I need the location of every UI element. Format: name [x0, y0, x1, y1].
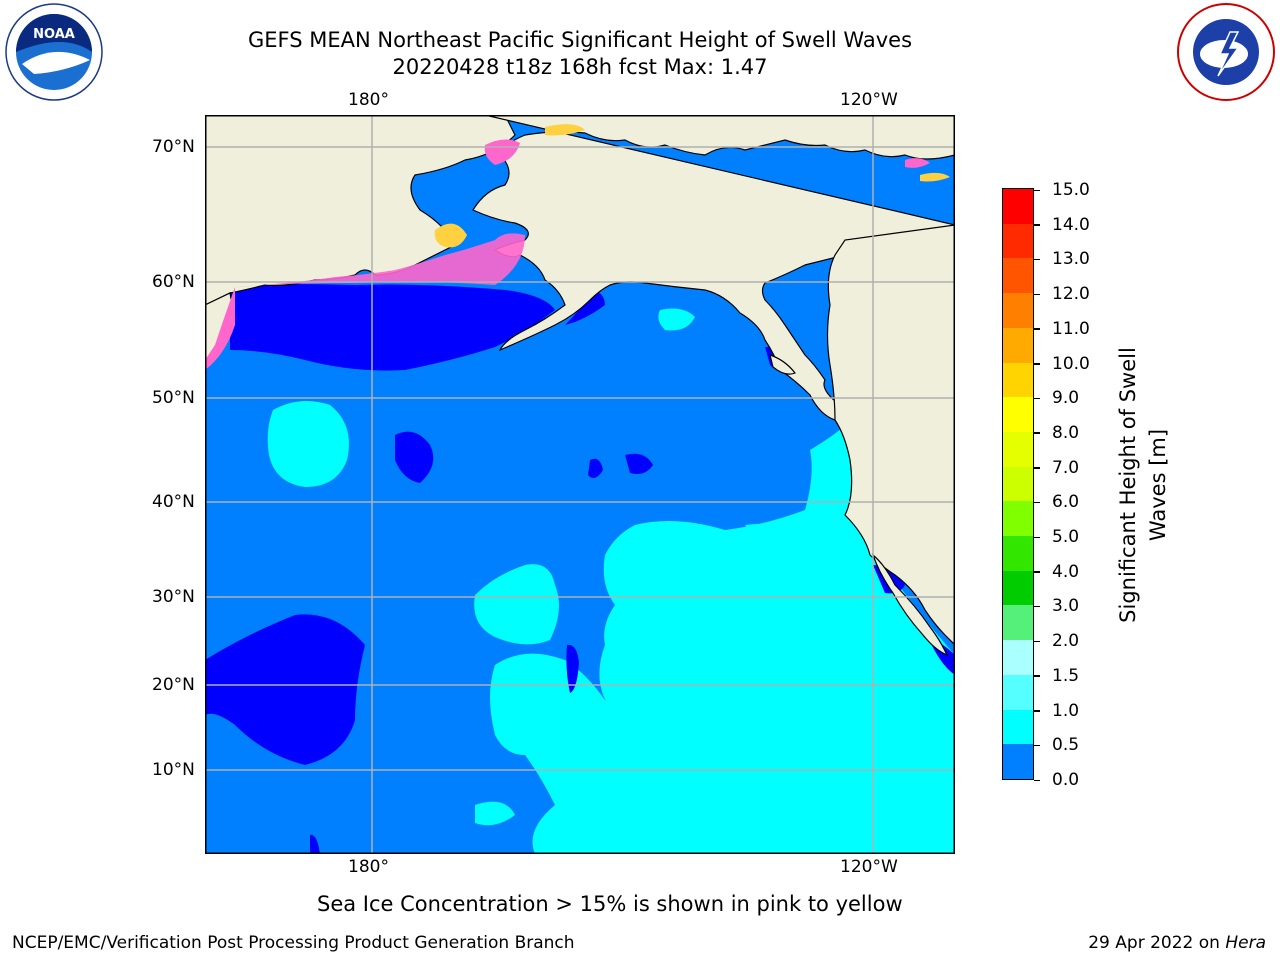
- sea-ice-regions: [205, 124, 950, 370]
- colorbar-tick-mark: [1034, 536, 1040, 539]
- colorbar-tick-mark: [1034, 363, 1040, 365]
- colorbar-segment: [1003, 189, 1033, 224]
- colorbar-segment: [1003, 640, 1033, 675]
- colorbar-segment: [1003, 570, 1033, 606]
- map-frame: [205, 115, 955, 854]
- colorbar-tick-label: 8.0: [1052, 422, 1080, 443]
- footer-branch: NCEP/EMC/Verification Post Processing Pr…: [12, 933, 575, 953]
- colorbar-tick-label: 1.0: [1052, 700, 1080, 721]
- colorbar-tick-label: 10.0: [1052, 353, 1090, 374]
- colorbar-tick-mark: [1034, 779, 1040, 781]
- colorbar-segment: [1003, 327, 1033, 363]
- lon-label-top-180: 180°: [348, 90, 389, 110]
- swell-height-map: [205, 115, 955, 854]
- noaa-logo: NOAA: [5, 3, 103, 101]
- lon-label-bottom-120w: 120°W: [840, 857, 898, 877]
- colorbar-tick-label: 1.5: [1052, 665, 1080, 686]
- colorbar-label-line2: Waves [m]: [1146, 428, 1170, 542]
- colorbar-segment: [1003, 431, 1033, 467]
- colorbar-segment: [1003, 223, 1033, 259]
- colorbar-tick-mark: [1034, 189, 1040, 191]
- land-masses: [205, 115, 955, 657]
- footer-host: Hera: [1225, 933, 1266, 953]
- lat-label-50n: 50°N: [152, 388, 195, 408]
- colorbar-tick-label: 14.0: [1052, 214, 1090, 235]
- colorbar-tick-label: 5.0: [1052, 527, 1080, 548]
- colorbar-tick-mark: [1034, 328, 1040, 330]
- colorbar-tick-label: 7.0: [1052, 457, 1080, 478]
- colorbar-tick-label: 0.5: [1052, 735, 1080, 756]
- colorbar-segment: [1003, 501, 1033, 537]
- noaa-logo-text: NOAA: [33, 27, 75, 42]
- colorbar-label-line1: Significant Height of Swell: [1116, 347, 1140, 623]
- footer-date: 29 Apr 2022 on Hera: [1088, 932, 1266, 954]
- lat-label-30n: 30°N: [152, 587, 195, 607]
- colorbar-tick-label: 0.0: [1052, 770, 1080, 790]
- colorbar-tick-mark: [1034, 258, 1040, 261]
- colorbar-tick-label: 11.0: [1052, 318, 1090, 339]
- colorbar-tick-mark: [1034, 293, 1040, 296]
- colorbar-segment: [1003, 362, 1033, 398]
- colorbar-segment: [1003, 744, 1033, 779]
- colorbar-tick-label: 15.0: [1052, 180, 1090, 200]
- lon-label-top-120w: 120°W: [840, 90, 898, 110]
- chart-subtitle: 20220428 t18z 168h fcst Max: 1.47: [392, 55, 768, 79]
- colorbar-tick-mark: [1034, 710, 1040, 712]
- colorbar-tick-mark: [1034, 501, 1040, 504]
- sea-ice-note: Sea Ice Concentration > 15% is shown in …: [317, 892, 903, 916]
- colorbar-tick-mark: [1034, 224, 1040, 226]
- colorbar-segment: [1003, 674, 1033, 710]
- lat-label-10n: 10°N: [152, 760, 195, 780]
- colorbar-segment: [1003, 397, 1033, 432]
- colorbar-tick-label: 13.0: [1052, 249, 1090, 270]
- lat-label-40n: 40°N: [152, 492, 195, 512]
- nws-logo: [1177, 3, 1275, 101]
- colorbar-tick-mark: [1034, 640, 1040, 643]
- lon-label-bottom-180: 180°: [348, 857, 389, 877]
- colorbar-tick-mark: [1034, 571, 1040, 573]
- graticule: [205, 115, 955, 854]
- footer-date-text: 29 Apr 2022 on: [1088, 933, 1226, 953]
- colorbar-tick-mark: [1034, 432, 1040, 434]
- colorbar-tick-label: 6.0: [1052, 492, 1080, 513]
- colorbar-segment: [1003, 605, 1033, 641]
- colorbar-segment: [1003, 466, 1033, 502]
- colorbar-segment: [1003, 258, 1033, 294]
- lat-label-70n: 70°N: [152, 137, 195, 157]
- colorbar-segment: [1003, 536, 1033, 571]
- colorbar: [1002, 188, 1034, 780]
- colorbar-tick-label: 3.0: [1052, 596, 1080, 617]
- colorbar-tick-mark: [1034, 467, 1040, 469]
- swell-1-1.5-regions: [267, 308, 955, 854]
- colorbar-tick-mark: [1034, 744, 1040, 747]
- colorbar-tick-label: 9.0: [1052, 388, 1080, 409]
- lat-label-20n: 20°N: [152, 675, 195, 695]
- colorbar-segment: [1003, 709, 1033, 745]
- colorbar-tick-label: 2.0: [1052, 631, 1080, 652]
- colorbar-tick-mark: [1034, 605, 1040, 608]
- colorbar-tick-label: 4.0: [1052, 561, 1080, 582]
- swell-0-0.5-regions: [205, 284, 955, 854]
- chart-title: GEFS MEAN Northeast Pacific Significant …: [247, 28, 913, 52]
- colorbar-tick-label: 12.0: [1052, 284, 1090, 305]
- colorbar-segment: [1003, 293, 1033, 328]
- lat-label-60n: 60°N: [152, 272, 195, 292]
- colorbar-tick-mark: [1034, 397, 1040, 400]
- colorbar-tick-mark: [1034, 675, 1040, 677]
